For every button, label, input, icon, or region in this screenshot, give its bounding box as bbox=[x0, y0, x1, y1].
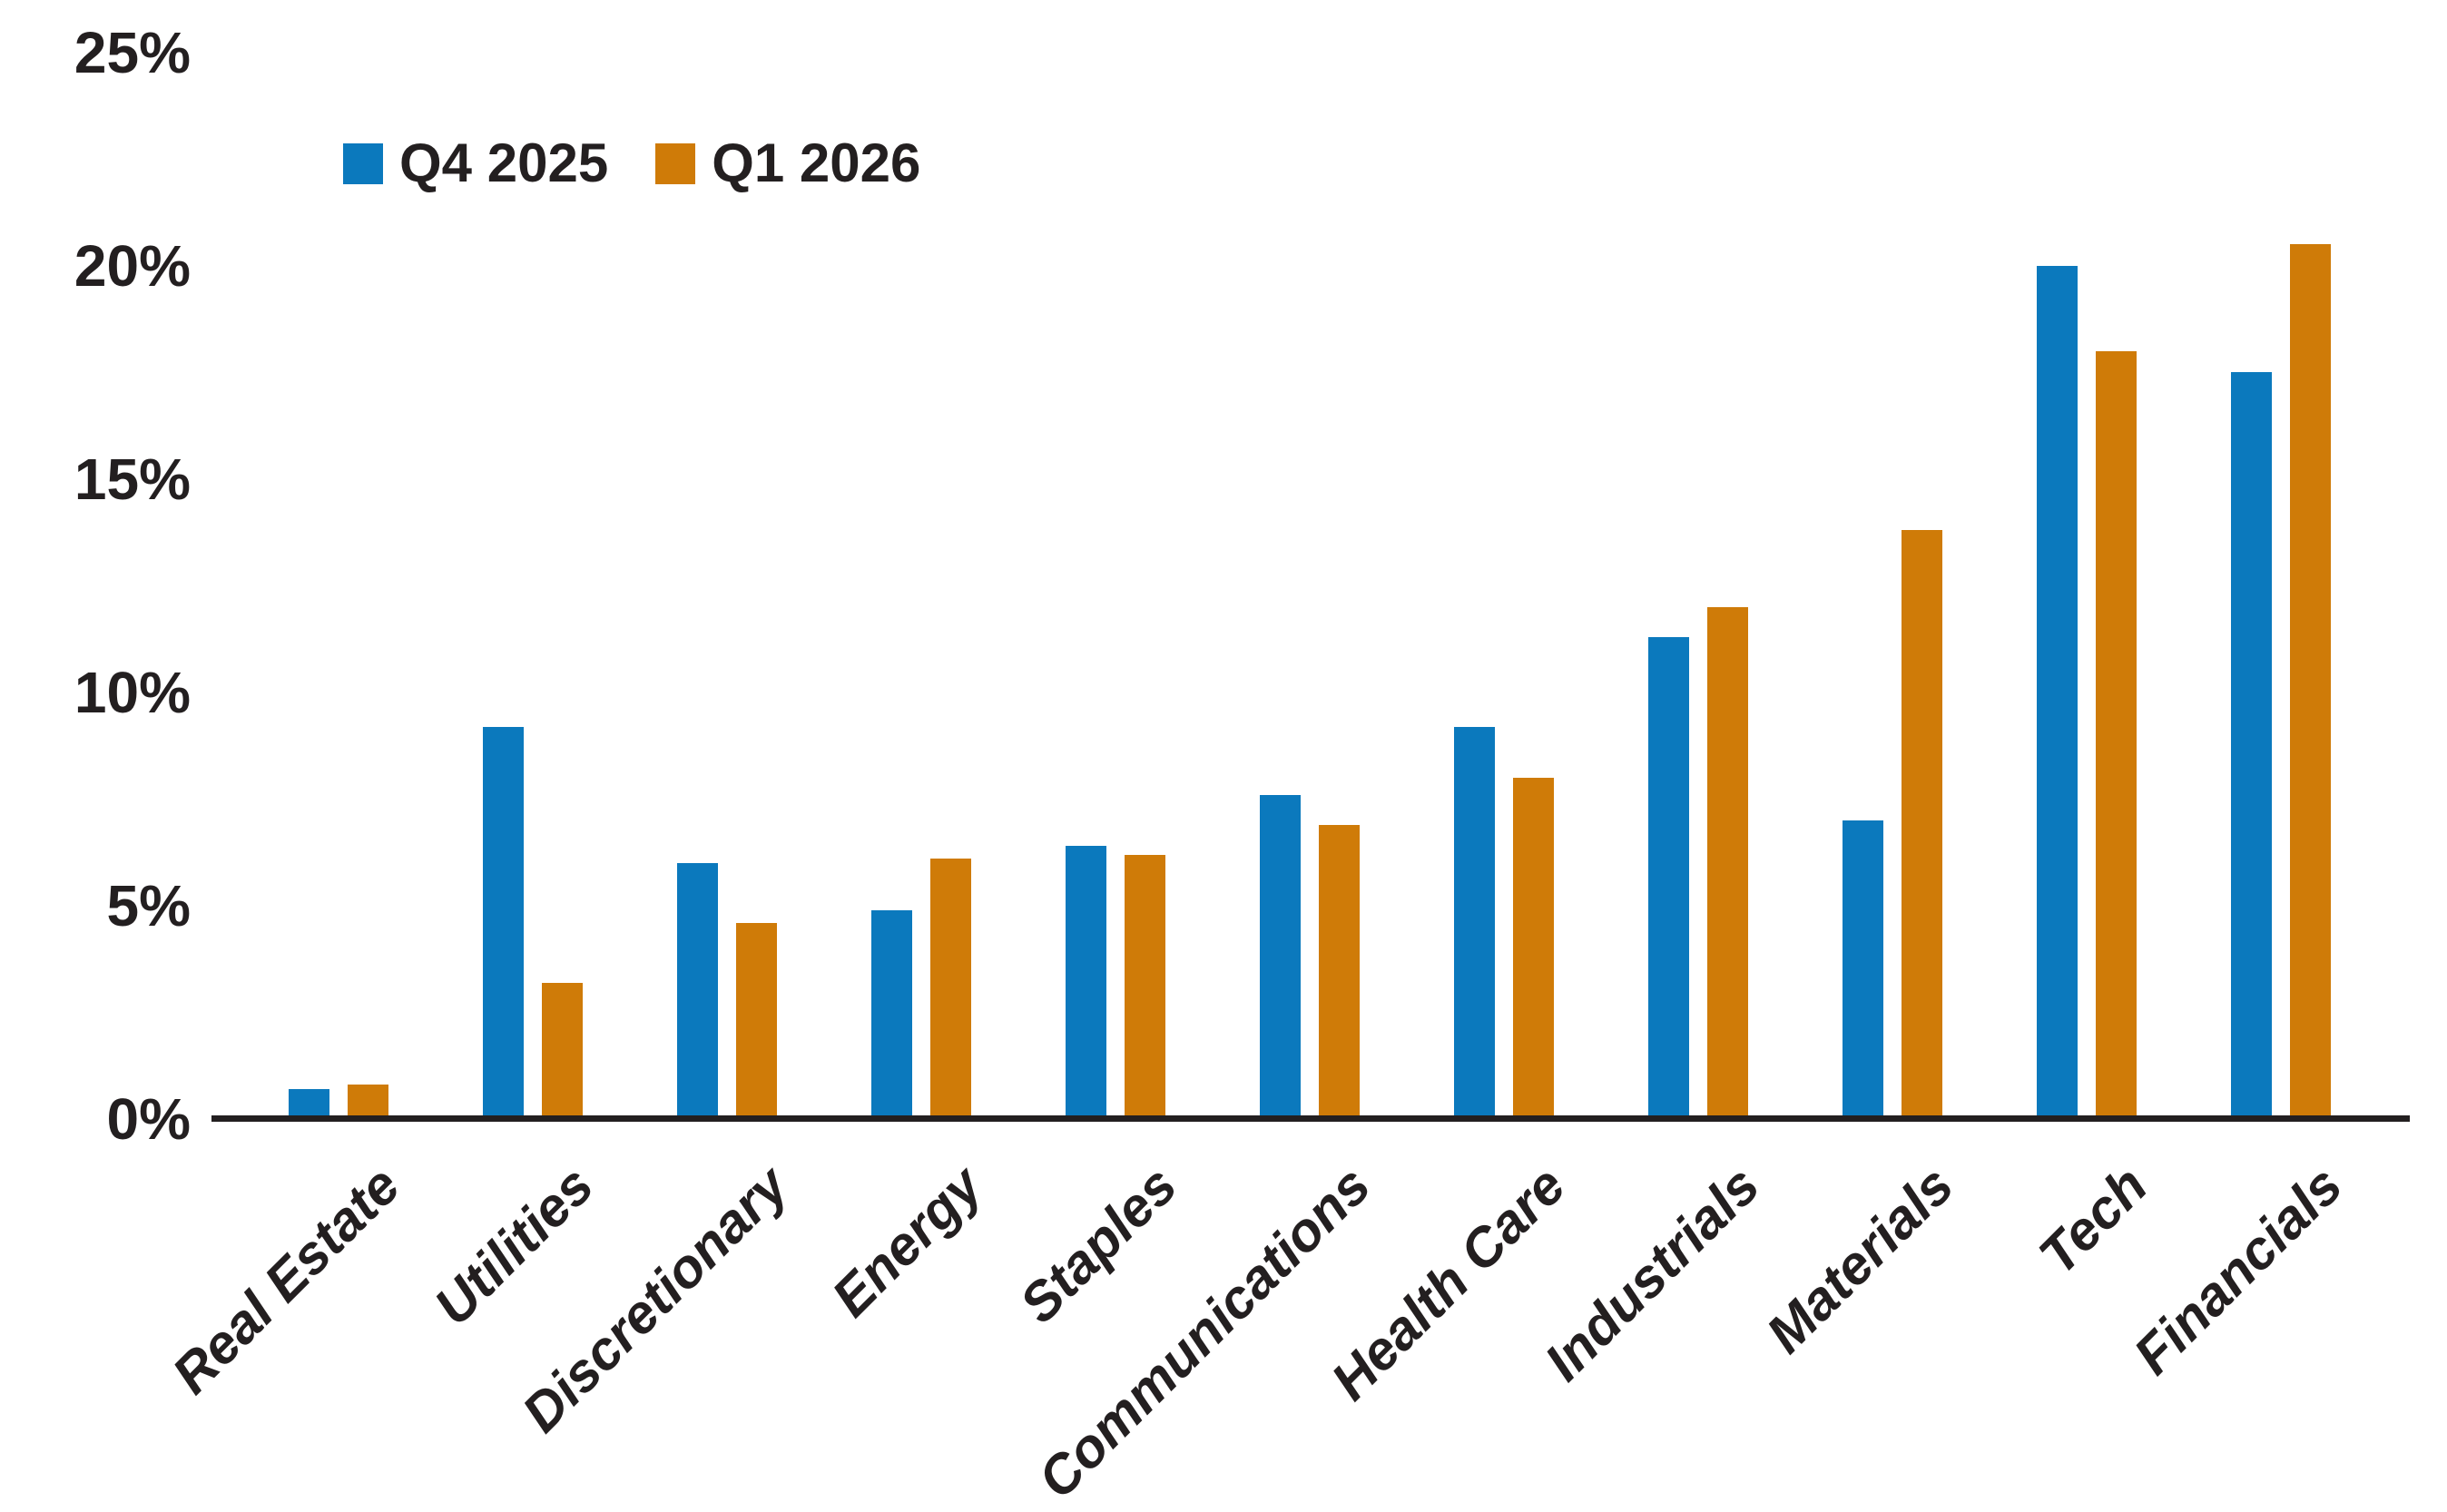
bar-q4-2025-industrials bbox=[1648, 637, 1689, 1119]
bar-q4-2025-financials bbox=[2231, 372, 2272, 1119]
bar-q1-2026-energy bbox=[930, 859, 971, 1119]
y-tick-label-5: 5% bbox=[106, 873, 192, 938]
bar-q1-2026-materials bbox=[1902, 530, 1942, 1119]
x-axis-line bbox=[211, 1115, 2410, 1122]
bar-q1-2026-real-estate bbox=[348, 1085, 388, 1119]
x-label-staples: Staples bbox=[1007, 1154, 1188, 1335]
x-label-materials: Materials bbox=[1754, 1154, 1965, 1365]
bar-q1-2026-industrials bbox=[1707, 607, 1748, 1119]
legend-swatch-q1-2026 bbox=[655, 142, 696, 184]
bar-q1-2026-financials bbox=[2290, 244, 2331, 1119]
bar-q4-2025-utilities bbox=[483, 727, 524, 1119]
bar-q4-2025-energy bbox=[871, 910, 912, 1119]
x-label-energy: Energy bbox=[820, 1154, 994, 1329]
x-label-financials: Financials bbox=[2121, 1154, 2354, 1387]
y-tick-label-0: 0% bbox=[106, 1086, 192, 1152]
legend-label-q1-2026: Q1 2026 bbox=[712, 133, 921, 193]
x-label-communications: Communications bbox=[1027, 1154, 1382, 1510]
bar-q1-2026-health-care bbox=[1513, 778, 1554, 1119]
bar-q1-2026-utilities bbox=[542, 983, 583, 1119]
bar-q4-2025-real-estate bbox=[289, 1089, 329, 1119]
bar-q4-2025-communications bbox=[1260, 795, 1301, 1119]
bar-q4-2025-staples bbox=[1066, 846, 1106, 1119]
x-label-real-estate: Real Estate bbox=[160, 1154, 411, 1406]
x-label-tech: Tech bbox=[2027, 1154, 2159, 1286]
y-tick-label-25: 25% bbox=[74, 20, 191, 85]
chart-legend: Q4 2025 Q1 2026 bbox=[343, 136, 920, 191]
y-tick-label-10: 10% bbox=[74, 660, 191, 725]
bar-q4-2025-discretionary bbox=[677, 863, 718, 1119]
bar-q1-2026-staples bbox=[1125, 855, 1165, 1119]
legend-item-q1-2026: Q1 2026 bbox=[655, 136, 920, 191]
x-label-utilities: Utilities bbox=[422, 1154, 605, 1337]
bar-q1-2026-communications bbox=[1319, 825, 1360, 1119]
legend-label-q4-2025: Q4 2025 bbox=[399, 133, 609, 193]
legend-swatch-q4-2025 bbox=[343, 142, 383, 184]
y-tick-label-20: 20% bbox=[74, 233, 191, 299]
bar-q1-2026-discretionary bbox=[736, 923, 777, 1119]
bar-q4-2025-tech bbox=[2037, 266, 2078, 1119]
y-tick-label-15: 15% bbox=[74, 447, 191, 512]
bar-q4-2025-health-care bbox=[1454, 727, 1495, 1119]
bar-q4-2025-materials bbox=[1843, 820, 1883, 1119]
bar-q1-2026-tech bbox=[2096, 351, 2137, 1119]
legend-item-q4-2025: Q4 2025 bbox=[343, 136, 608, 191]
